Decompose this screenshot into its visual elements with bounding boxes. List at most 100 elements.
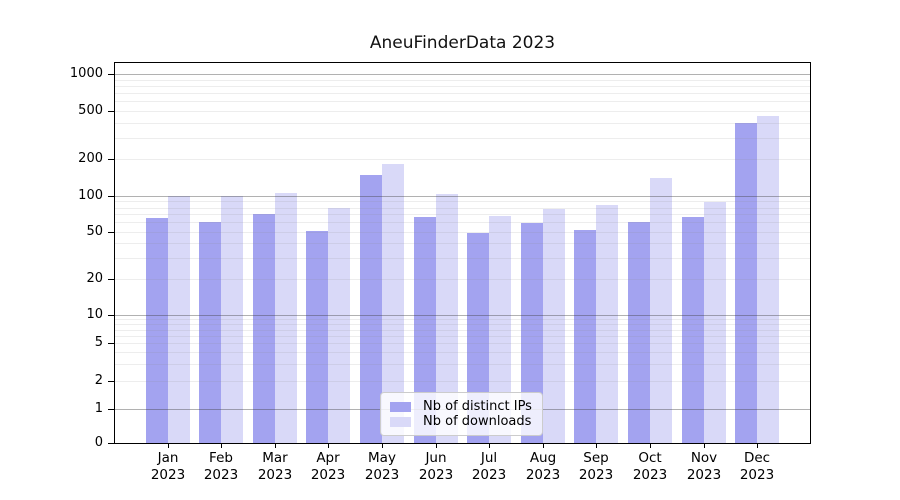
y-tick-label: 5 — [94, 335, 103, 350]
legend: Nb of distinct IPs Nb of downloads — [380, 392, 543, 436]
y-tick-label: 10 — [86, 307, 103, 322]
y-tick-mark — [108, 159, 114, 160]
x-tick-label: Mar 2023 — [245, 450, 305, 484]
x-tick-label: Aug 2023 — [513, 450, 573, 484]
x-tick-mark — [328, 444, 329, 448]
gridline-minor — [115, 201, 810, 202]
x-tick-year: 2023 — [525, 467, 561, 483]
gridline-minor — [115, 159, 810, 160]
gridline-minor — [115, 93, 810, 94]
bar-downloads-jul — [489, 215, 512, 443]
legend-swatch-downloads — [390, 416, 411, 427]
x-tick-label: Apr 2023 — [298, 450, 358, 484]
gridline-minor — [115, 123, 810, 124]
gridline-major — [115, 315, 810, 316]
x-tick-year: 2023 — [578, 467, 614, 483]
legend-swatch-distinct-ips — [390, 401, 411, 412]
bar-downloads-feb — [221, 196, 244, 443]
y-tick-mark — [108, 279, 114, 280]
legend-item-distinct-ips: Nb of distinct IPs — [390, 399, 533, 414]
x-tick-label: Sep 2023 — [566, 450, 626, 484]
gridline-minor — [115, 101, 810, 102]
x-tick-label: Oct 2023 — [620, 450, 680, 484]
x-tick-label: Nov 2023 — [674, 450, 734, 484]
x-tick-mark — [596, 444, 597, 448]
x-tick-month: Jul — [480, 450, 498, 466]
x-tick-year: 2023 — [257, 467, 293, 483]
bar-downloads-jun — [435, 194, 458, 443]
x-tick-year: 2023 — [471, 467, 507, 483]
x-tick-year: 2023 — [364, 467, 400, 483]
bar-downloads-apr — [328, 208, 351, 443]
y-tick-label: 100 — [78, 188, 103, 203]
gridline-minor — [115, 80, 810, 81]
gridline-minor — [115, 243, 810, 244]
x-tick-year: 2023 — [632, 467, 668, 483]
bar-ips-nov — [681, 217, 704, 443]
x-tick-month: Nov — [690, 450, 718, 466]
bar-ips-oct — [627, 222, 650, 443]
y-tick-mark — [108, 409, 114, 410]
bar-ips-aug — [520, 223, 543, 443]
bar-downloads-nov — [703, 202, 726, 443]
gridline-minor — [115, 258, 810, 259]
gridline-minor — [115, 214, 810, 215]
x-tick-mark — [650, 444, 651, 448]
x-tick-label: Dec 2023 — [727, 450, 787, 484]
x-tick-month: Aug — [529, 450, 557, 466]
x-tick-mark — [757, 444, 758, 448]
gridline-minor — [115, 330, 810, 331]
x-tick-year: 2023 — [686, 467, 722, 483]
gridline-minor — [115, 232, 810, 233]
bar-ips-mar — [252, 214, 275, 443]
bar-ips-feb — [199, 222, 222, 443]
y-tick-mark — [108, 111, 114, 112]
bar-downloads-sep — [596, 205, 619, 443]
y-tick-label: 2 — [94, 373, 103, 388]
bar-downloads-dec — [757, 116, 780, 443]
x-tick-month: May — [368, 450, 396, 466]
bar-downloads-mar — [274, 193, 297, 443]
y-tick-mark — [108, 381, 114, 382]
x-tick-month: Mar — [262, 450, 288, 466]
x-tick-year: 2023 — [418, 467, 454, 483]
gridline-major — [115, 196, 810, 197]
x-tick-mark — [168, 444, 169, 448]
x-tick-mark — [221, 444, 222, 448]
x-tick-mark — [275, 444, 276, 448]
y-tick-mark — [108, 74, 114, 75]
gridline-minor — [115, 336, 810, 337]
plot-area — [114, 62, 811, 444]
x-tick-label: Jun 2023 — [406, 450, 466, 484]
x-tick-mark — [489, 444, 490, 448]
x-tick-month: Jun — [425, 450, 447, 466]
y-tick-label: 200 — [78, 151, 103, 166]
bar-downloads-oct — [649, 178, 672, 443]
gridline-minor — [115, 222, 810, 223]
x-tick-year: 2023 — [310, 467, 346, 483]
x-tick-year: 2023 — [150, 467, 186, 483]
gridline-minor — [115, 324, 810, 325]
bar-ips-may — [359, 174, 382, 443]
bar-ips-jan — [145, 218, 168, 443]
x-tick-year: 2023 — [203, 467, 239, 483]
x-tick-month: Sep — [583, 450, 609, 466]
x-tick-mark — [543, 444, 544, 448]
legend-label-distinct-ips: Nb of distinct IPs — [423, 399, 532, 414]
gridline-minor — [115, 138, 810, 139]
gridline-minor — [115, 208, 810, 209]
gridline-minor — [115, 86, 810, 87]
y-tick-label: 50 — [86, 224, 103, 239]
x-tick-month: Dec — [743, 450, 771, 466]
gridline-minor — [115, 319, 810, 320]
x-tick-label: May 2023 — [352, 450, 412, 484]
y-tick-label: 500 — [78, 103, 103, 118]
bar-downloads-aug — [542, 208, 565, 443]
bar-ips-apr — [306, 230, 329, 443]
y-tick-label: 20 — [86, 271, 103, 286]
bar-downloads-jan — [167, 196, 190, 443]
x-tick-mark — [436, 444, 437, 448]
chart-title: AneuFinderData 2023 — [369, 33, 556, 53]
y-tick-mark — [108, 232, 114, 233]
